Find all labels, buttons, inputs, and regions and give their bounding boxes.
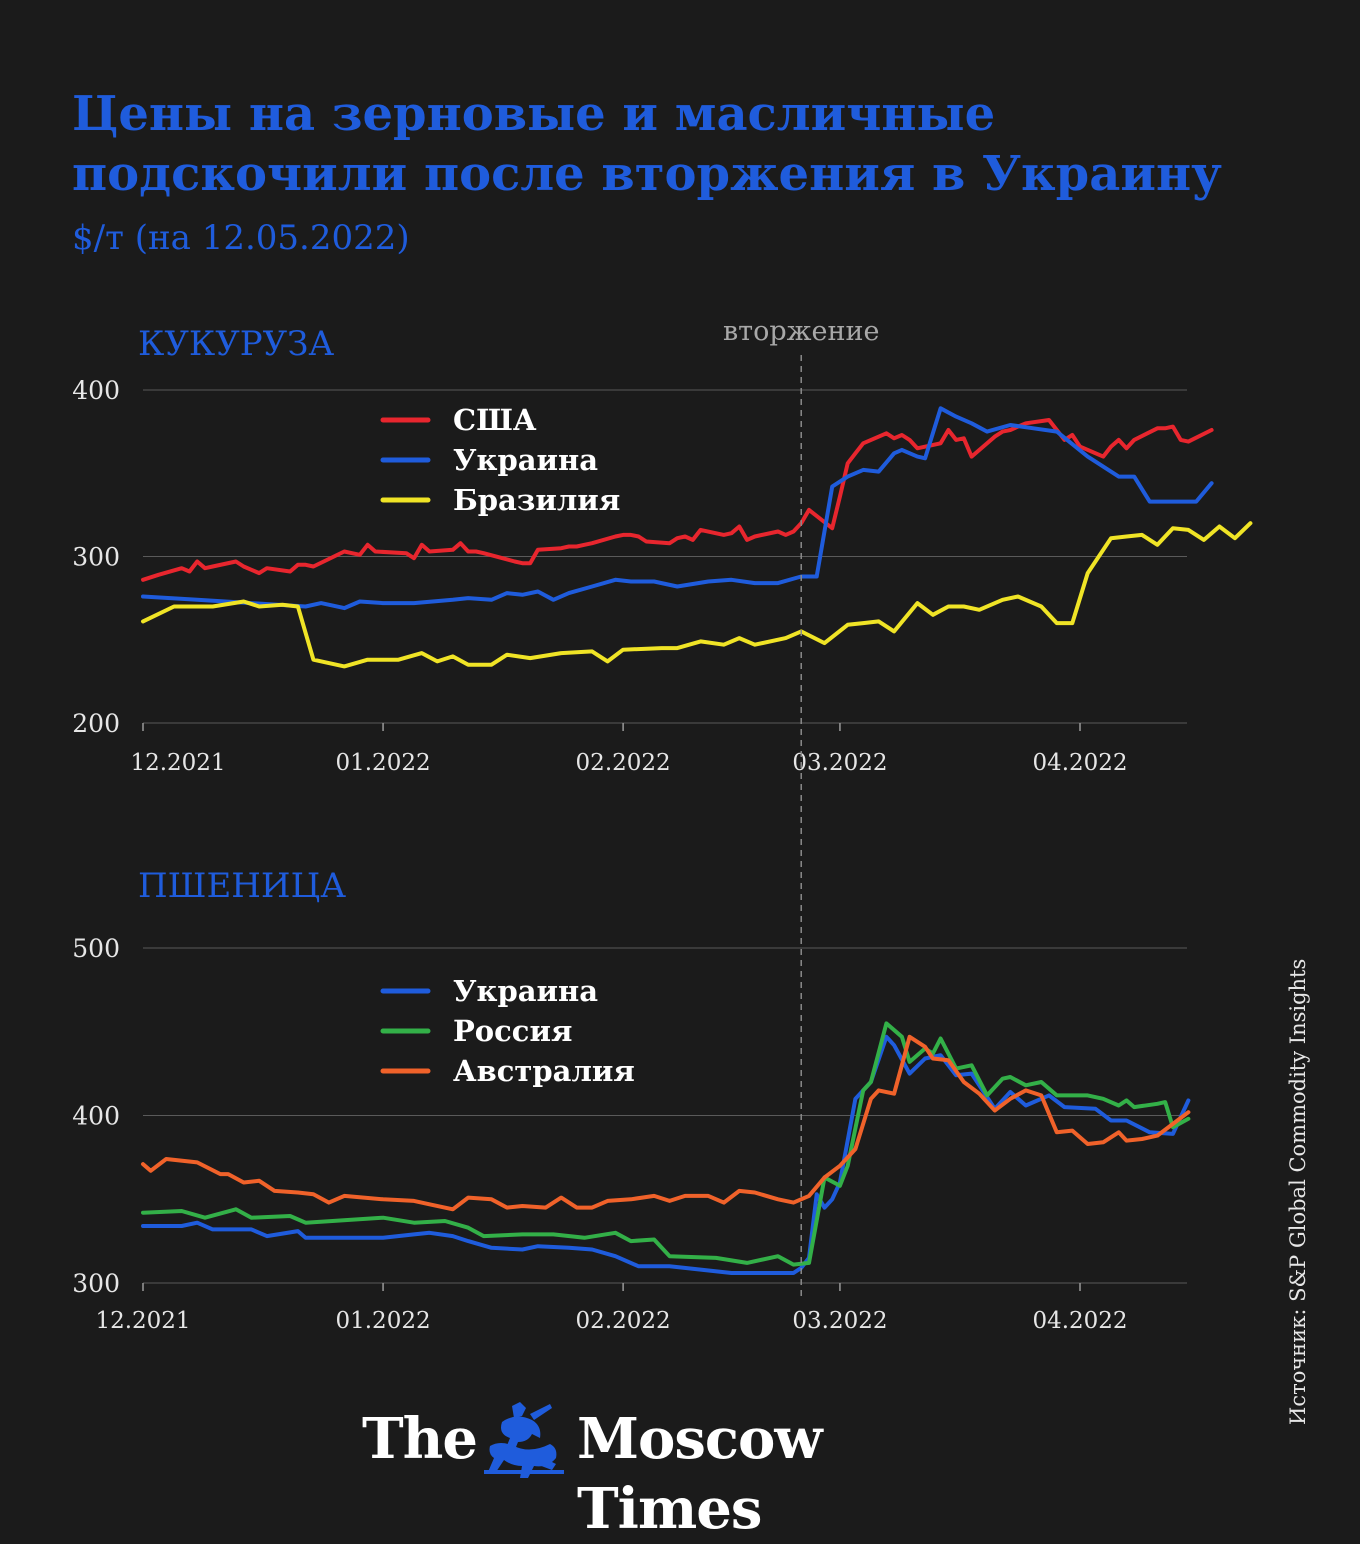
x-tick-label: 02.2022 [576, 1308, 671, 1334]
legend-label: Украина [453, 974, 598, 1008]
source-note: Источник: S&P Global Commodity Insights [1286, 958, 1310, 1425]
legend-label: Австралия [453, 1054, 635, 1088]
y-tick-label: 300 [72, 1269, 120, 1298]
st-george-emblem-icon [484, 1402, 564, 1478]
x-tick-label: 12.2021 [130, 750, 225, 776]
the-moscow-times-logo: The Moscow Times [362, 1400, 1002, 1542]
corn-chart: КУКУРУЗА 200 300 400 12.2021 01.2022 02.2022 03… [72, 324, 1253, 776]
invasion-marker: вторжение [723, 316, 879, 1296]
panel-title: ПШЕНИЦА [138, 866, 346, 906]
legend-label: Украина [453, 443, 598, 477]
x-tick-label: 01.2022 [335, 1308, 430, 1334]
x-tick-label: 02.2022 [576, 750, 671, 776]
x-tick-label: 03.2022 [792, 1308, 887, 1334]
y-tick-label: 200 [72, 709, 120, 738]
y-tick-label: 300 [72, 543, 120, 572]
chart-subtitle: $/т (на 12.05.2022) [72, 218, 410, 258]
logo-words-moscow-times: Moscow Times [577, 1406, 823, 1542]
series-line [141, 1021, 1191, 1267]
x-tick-label: 03.2022 [792, 750, 887, 776]
wheat-chart: ПШЕНИЦА 300 400 500 12.2021 01.2022 02.2022 03.… [72, 866, 1191, 1334]
series-line [141, 418, 1214, 582]
y-tick-label: 400 [72, 1102, 120, 1131]
x-tick-label: 01.2022 [335, 750, 430, 776]
legend-label: США [453, 403, 537, 437]
y-tick-label: 400 [72, 376, 120, 405]
x-tick-label: 04.2022 [1032, 750, 1127, 776]
invasion-label: вторжение [723, 316, 879, 347]
series-line [141, 406, 1214, 611]
chart-title: Цены на зерновые и масличные подскочили … [72, 86, 1222, 202]
x-tick-label: 04.2022 [1032, 1308, 1127, 1334]
series-line [141, 1034, 1191, 1212]
legend-label: Россия [453, 1014, 572, 1048]
panel-title: КУКУРУЗА [138, 324, 334, 364]
x-tick-label: 12.2021 [95, 1308, 190, 1334]
series-line [141, 1034, 1191, 1275]
legend-label: Бразилия [453, 483, 620, 517]
logo-word-the: The [362, 1406, 478, 1472]
y-tick-label: 500 [72, 934, 120, 963]
series-line [141, 521, 1253, 669]
